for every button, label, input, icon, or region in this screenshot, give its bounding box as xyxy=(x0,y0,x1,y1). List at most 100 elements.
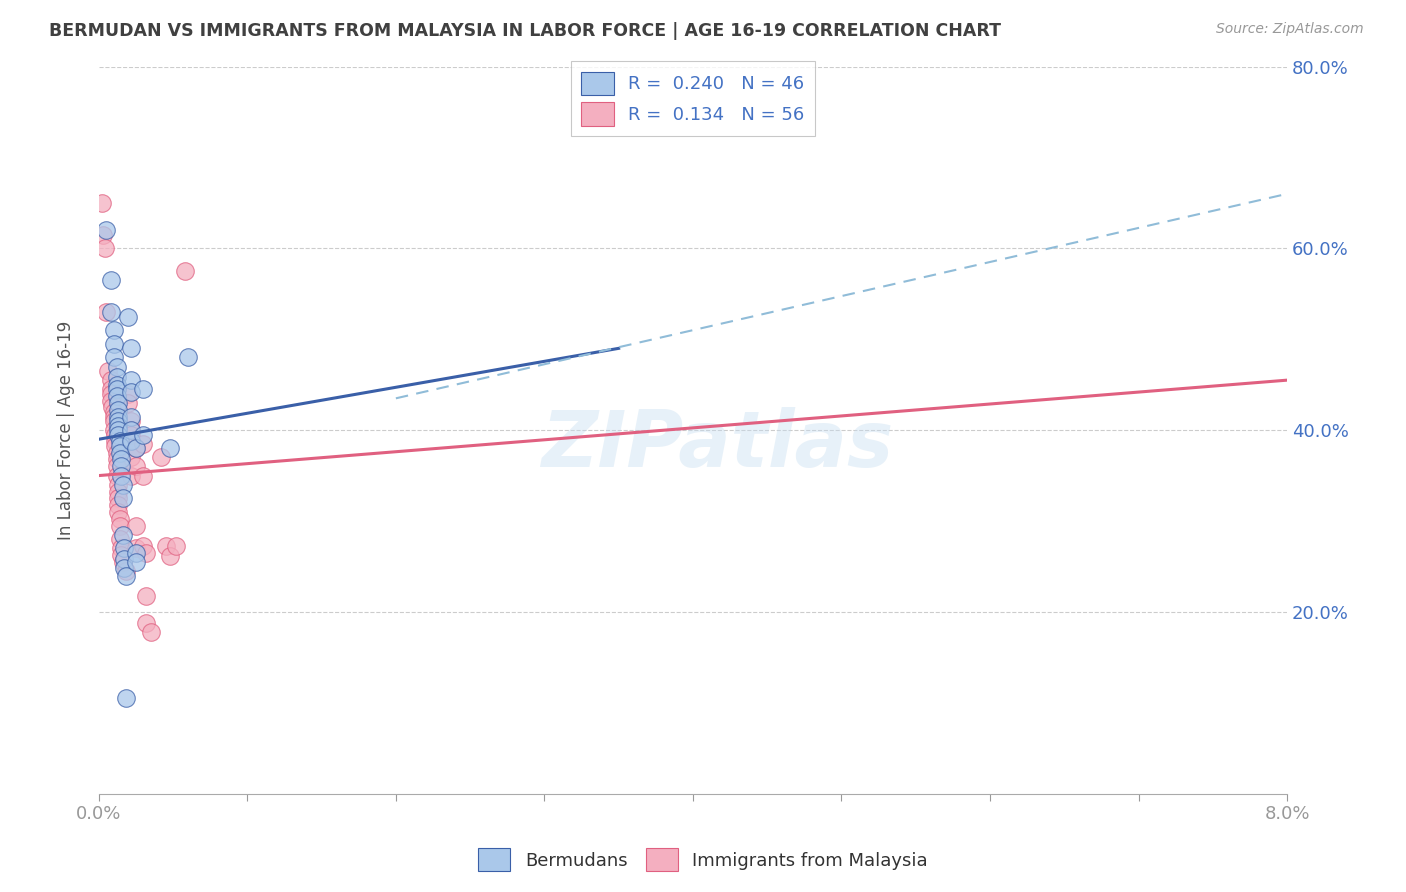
Point xyxy=(111,491,134,506)
Text: Source: ZipAtlas.com: Source: ZipAtlas.com xyxy=(1216,22,1364,37)
Point xyxy=(104,427,127,442)
Point xyxy=(104,440,127,454)
Text: ZIPatlas: ZIPatlas xyxy=(540,407,893,483)
Point xyxy=(165,540,187,554)
Point xyxy=(100,305,122,319)
Point xyxy=(110,452,132,467)
Point xyxy=(117,396,139,410)
Point xyxy=(110,541,132,556)
Point xyxy=(100,373,122,387)
Point xyxy=(103,414,125,428)
Point xyxy=(108,434,131,448)
Point xyxy=(155,540,177,554)
Point xyxy=(125,459,148,474)
Y-axis label: In Labor Force | Age 16-19: In Labor Force | Age 16-19 xyxy=(58,320,75,540)
Point xyxy=(90,195,112,210)
Point xyxy=(100,386,122,401)
Point xyxy=(96,305,118,319)
Point xyxy=(111,477,134,491)
Point xyxy=(117,310,139,324)
Point xyxy=(107,491,129,506)
Point xyxy=(107,409,129,424)
Point xyxy=(121,373,143,387)
Point xyxy=(103,351,125,365)
Point xyxy=(159,442,181,456)
Point xyxy=(105,452,128,467)
Point xyxy=(103,405,125,419)
Point xyxy=(132,427,155,442)
Point xyxy=(103,409,125,424)
Point xyxy=(121,423,143,437)
Point xyxy=(121,468,143,483)
Point xyxy=(135,589,157,603)
Point xyxy=(107,505,129,519)
Point xyxy=(121,342,143,356)
Point xyxy=(110,459,132,474)
Point xyxy=(108,446,131,460)
Point xyxy=(100,273,122,287)
Point xyxy=(135,546,157,560)
Point xyxy=(103,323,125,337)
Point xyxy=(107,498,129,512)
Point xyxy=(107,414,129,428)
Point xyxy=(107,396,129,410)
Point xyxy=(105,382,128,396)
Point xyxy=(114,568,136,582)
Point xyxy=(132,468,155,483)
Point xyxy=(139,624,162,639)
Point xyxy=(108,532,131,546)
Point xyxy=(174,264,197,278)
Point xyxy=(100,394,122,409)
Point xyxy=(107,403,129,417)
Point xyxy=(103,336,125,351)
Point xyxy=(105,459,128,474)
Point xyxy=(112,552,135,566)
Point xyxy=(121,450,143,465)
Point xyxy=(107,485,129,500)
Text: BERMUDAN VS IMMIGRANTS FROM MALAYSIA IN LABOR FORCE | AGE 16-19 CORRELATION CHAR: BERMUDAN VS IMMIGRANTS FROM MALAYSIA IN … xyxy=(49,22,1001,40)
Point xyxy=(135,615,157,630)
Point xyxy=(107,477,129,491)
Point xyxy=(93,241,115,255)
Point xyxy=(108,512,131,526)
Point xyxy=(121,384,143,399)
Point xyxy=(121,423,143,437)
Point xyxy=(125,442,148,456)
Point xyxy=(100,382,122,396)
Point xyxy=(96,223,118,237)
Point xyxy=(132,382,155,396)
Point xyxy=(125,442,148,456)
Point xyxy=(105,468,128,483)
Point xyxy=(107,423,129,437)
Point xyxy=(108,518,131,533)
Point xyxy=(132,436,155,450)
Point xyxy=(132,540,155,554)
Point xyxy=(107,427,129,442)
Point xyxy=(108,440,131,454)
Point xyxy=(105,359,128,374)
Point xyxy=(121,409,143,424)
Point xyxy=(125,541,148,556)
Point xyxy=(110,468,132,483)
Point xyxy=(105,377,128,392)
Point xyxy=(105,370,128,384)
Point xyxy=(117,386,139,401)
Point xyxy=(114,691,136,706)
Point xyxy=(121,414,143,428)
Point xyxy=(114,564,136,578)
Point xyxy=(97,364,120,378)
Point xyxy=(91,227,114,242)
Legend: R =  0.240   N = 46, R =  0.134   N = 56: R = 0.240 N = 46, R = 0.134 N = 56 xyxy=(571,61,815,136)
Point xyxy=(104,434,127,448)
Point xyxy=(121,427,143,442)
Point xyxy=(107,418,129,433)
Point xyxy=(177,351,200,365)
Point xyxy=(111,555,134,569)
Point xyxy=(121,434,143,448)
Point xyxy=(159,549,181,563)
Point xyxy=(125,518,148,533)
Point xyxy=(150,450,173,465)
Legend: Bermudans, Immigrants from Malaysia: Bermudans, Immigrants from Malaysia xyxy=(471,841,935,879)
Point xyxy=(125,555,148,569)
Point xyxy=(101,401,124,415)
